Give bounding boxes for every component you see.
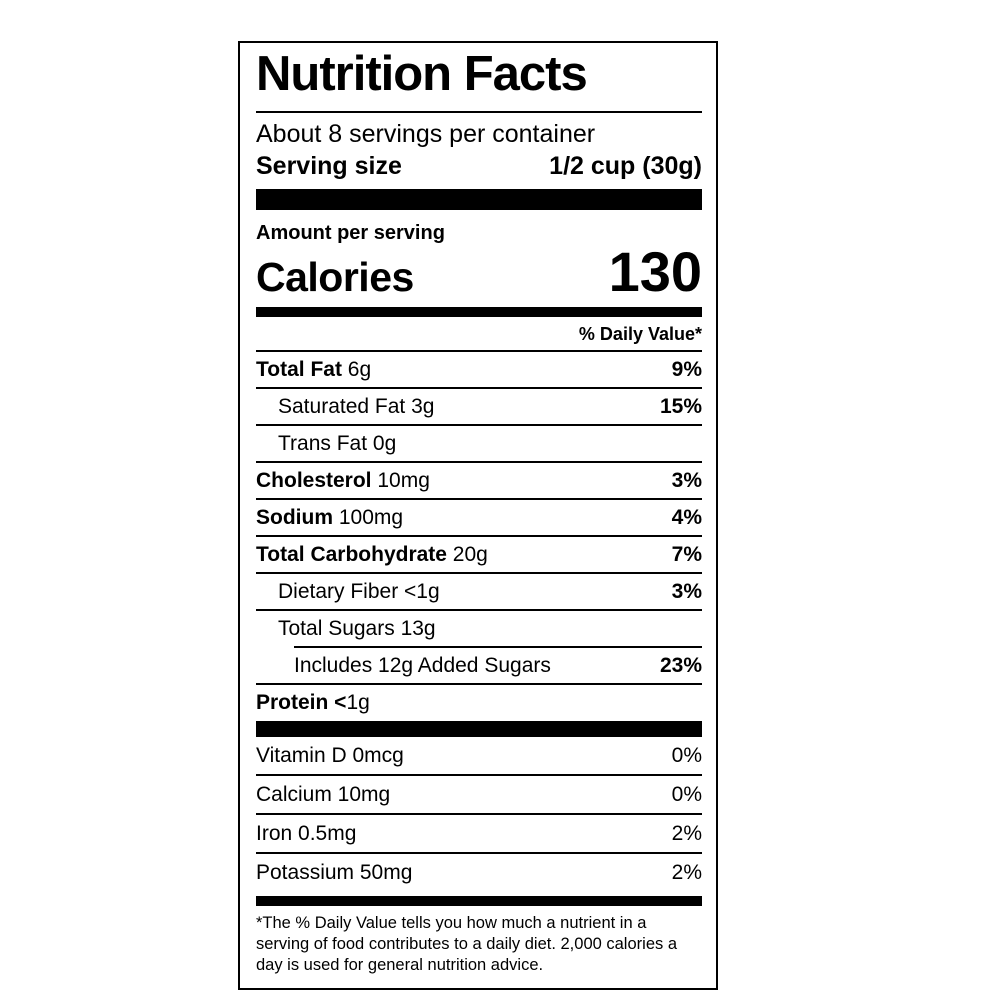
row-dietary-fiber: Dietary Fiber <1g 3% xyxy=(256,574,702,612)
calories-value: 130 xyxy=(608,240,702,304)
divider-medium-bottom xyxy=(256,895,702,906)
vitamin-dv: 0% xyxy=(671,782,702,806)
row-total-carbohydrate: Total Carbohydrate 20g 7% xyxy=(256,537,702,575)
vitamin-dv: 2% xyxy=(671,860,702,884)
nutrient-name: Cholesterol 10mg xyxy=(256,468,430,492)
serving-size-value: 1/2 cup (30g) xyxy=(549,152,702,181)
vitamin-name: Vitamin D 0mcg xyxy=(256,743,404,767)
nutrient-name: Sodium 100mg xyxy=(256,505,404,529)
servings-per-container: About 8 servings per container xyxy=(256,120,596,149)
row-cholesterol: Cholesterol 10mg 3% xyxy=(256,463,702,500)
nutrient-dv: 9% xyxy=(671,357,702,381)
nutrient-name: Saturated Fat 3g xyxy=(278,394,435,418)
nutrient-dv: 23% xyxy=(659,654,702,678)
vitamin-name: Iron 0.5mg xyxy=(256,821,357,845)
row-total-sugars: Total Sugars 13g xyxy=(256,611,702,646)
calories-row: Calories 130 xyxy=(256,240,702,304)
nutrient-dv: 3% xyxy=(671,580,702,604)
nutrient-name: Includes 12g Added Sugars xyxy=(294,654,551,678)
daily-value-footnote: *The % Daily Value tells you how much a … xyxy=(256,913,677,974)
row-total-fat: Total Fat 6g 9% xyxy=(256,352,702,389)
divider-extra-thick xyxy=(256,189,702,211)
row-sodium: Sodium 100mg 4% xyxy=(256,500,702,538)
row-trans-fat: Trans Fat 0g xyxy=(256,426,702,463)
nutrient-name: Protein <1g xyxy=(256,691,370,715)
serving-size-label: Serving size xyxy=(256,152,402,181)
row-calcium: Calcium 10mg 0% xyxy=(256,776,702,815)
row-saturated-fat: Saturated Fat 3g 15% xyxy=(256,389,702,426)
vitamin-dv: 2% xyxy=(671,821,702,845)
row-potassium: Potassium 50mg 2% xyxy=(256,854,702,891)
amount-per-serving-label: Amount per serving xyxy=(256,222,445,245)
divider-thick xyxy=(256,720,702,737)
daily-value-header: % Daily Value* xyxy=(256,317,702,352)
nutrient-name: Trans Fat 0g xyxy=(278,431,397,455)
vitamin-name: Calcium 10mg xyxy=(256,782,391,806)
label-title: Nutrition Facts xyxy=(256,47,588,101)
title-divider xyxy=(256,111,702,114)
row-added-sugars: Includes 12g Added Sugars 23% xyxy=(294,646,702,683)
divider-medium xyxy=(256,306,702,317)
nutrient-dv: 7% xyxy=(671,543,702,567)
calories-label: Calories xyxy=(256,254,414,301)
nutrient-name: Total Carbohydrate 20g xyxy=(256,543,488,567)
nutrient-name: Total Sugars 13g xyxy=(278,617,436,641)
nutrient-dv: 3% xyxy=(671,468,702,492)
nutrient-name: Dietary Fiber <1g xyxy=(278,580,440,604)
nutrition-facts-label: Nutrition Facts About 8 servings per con… xyxy=(238,41,718,990)
row-vitamin-d: Vitamin D 0mcg 0% xyxy=(256,737,702,776)
nutrient-name: Total Fat 6g xyxy=(256,357,372,381)
nutrient-dv: 15% xyxy=(659,394,702,418)
serving-size-row: Serving size 1/2 cup (30g) xyxy=(256,151,702,181)
vitamin-dv: 0% xyxy=(671,743,702,767)
row-protein: Protein <1g xyxy=(256,683,702,720)
nutrient-dv: 4% xyxy=(671,505,702,529)
vitamin-name: Potassium 50mg xyxy=(256,860,413,884)
row-iron: Iron 0.5mg 2% xyxy=(256,815,702,854)
